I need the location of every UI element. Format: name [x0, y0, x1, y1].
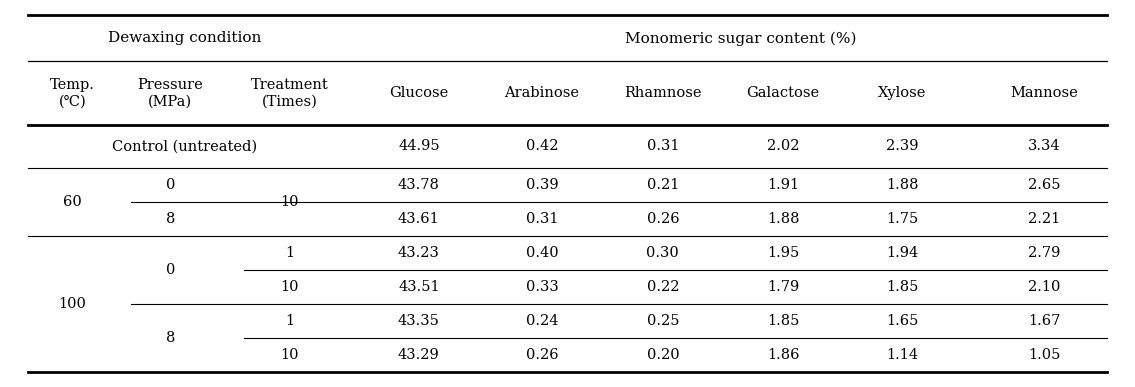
- Text: Treatment
(Times): Treatment (Times): [251, 78, 328, 108]
- Text: 100: 100: [59, 296, 86, 310]
- Text: 3.34: 3.34: [1028, 139, 1060, 153]
- Text: 0.31: 0.31: [526, 212, 558, 226]
- Text: 10: 10: [280, 279, 299, 294]
- Text: 1.88: 1.88: [886, 178, 918, 192]
- Text: 1.85: 1.85: [886, 279, 918, 294]
- Text: Galactose: Galactose: [747, 86, 819, 100]
- Text: 1.95: 1.95: [767, 245, 799, 260]
- Text: 10: 10: [280, 348, 299, 361]
- Text: Control (untreated): Control (untreated): [112, 139, 257, 153]
- Text: Rhamnose: Rhamnose: [624, 86, 701, 100]
- Text: 1.79: 1.79: [767, 279, 799, 294]
- Text: Monomeric sugar content (%): Monomeric sugar content (%): [625, 31, 856, 46]
- Text: 1.75: 1.75: [886, 212, 918, 226]
- Text: 0.26: 0.26: [526, 348, 558, 361]
- Text: 0.40: 0.40: [526, 245, 558, 260]
- Text: Mannose: Mannose: [1010, 86, 1078, 100]
- Text: Glucose: Glucose: [389, 86, 448, 100]
- Text: 0: 0: [166, 262, 175, 277]
- Text: 2.10: 2.10: [1028, 279, 1060, 294]
- Text: 1.67: 1.67: [1028, 313, 1060, 327]
- Text: 0.31: 0.31: [647, 139, 679, 153]
- Text: 8: 8: [166, 330, 175, 344]
- Text: Dewaxing condition: Dewaxing condition: [108, 31, 261, 45]
- Text: 10: 10: [280, 195, 299, 209]
- Text: 60: 60: [64, 195, 82, 209]
- Text: Xylose: Xylose: [878, 86, 926, 100]
- Text: 1: 1: [285, 245, 294, 260]
- Text: 43.35: 43.35: [398, 313, 439, 327]
- Text: 43.23: 43.23: [398, 245, 439, 260]
- Text: 1.05: 1.05: [1028, 348, 1060, 361]
- Text: 0.20: 0.20: [647, 348, 679, 361]
- Text: 0.33: 0.33: [526, 279, 558, 294]
- Text: 1: 1: [285, 313, 294, 327]
- Text: 1.91: 1.91: [767, 178, 799, 192]
- Text: 44.95: 44.95: [398, 139, 439, 153]
- Text: Temp.
(℃): Temp. (℃): [50, 78, 95, 108]
- Text: 0.30: 0.30: [647, 245, 679, 260]
- Text: 0.24: 0.24: [526, 313, 558, 327]
- Text: 2.39: 2.39: [886, 139, 918, 153]
- Text: 0.25: 0.25: [647, 313, 679, 327]
- Text: 2.02: 2.02: [767, 139, 799, 153]
- Text: 0: 0: [166, 178, 175, 192]
- Text: Arabinose: Arabinose: [504, 86, 580, 100]
- Text: 1.88: 1.88: [767, 212, 799, 226]
- Text: 2.65: 2.65: [1028, 178, 1060, 192]
- Text: 43.51: 43.51: [398, 279, 439, 294]
- Text: 8: 8: [166, 212, 175, 226]
- Text: 1.14: 1.14: [886, 348, 918, 361]
- Text: 1.85: 1.85: [767, 313, 799, 327]
- Text: 1.86: 1.86: [767, 348, 799, 361]
- Text: Pressure
(MPa): Pressure (MPa): [137, 78, 203, 108]
- Text: 2.79: 2.79: [1028, 245, 1060, 260]
- Text: 1.65: 1.65: [886, 313, 918, 327]
- Text: 43.29: 43.29: [398, 348, 439, 361]
- Text: 0.22: 0.22: [647, 279, 679, 294]
- Text: 1.94: 1.94: [886, 245, 918, 260]
- Text: 0.21: 0.21: [647, 178, 679, 192]
- Text: 43.61: 43.61: [398, 212, 439, 226]
- Text: 43.78: 43.78: [398, 178, 439, 192]
- Text: 0.42: 0.42: [526, 139, 558, 153]
- Text: 0.26: 0.26: [647, 212, 679, 226]
- Text: 0.39: 0.39: [526, 178, 558, 192]
- Text: 2.21: 2.21: [1028, 212, 1060, 226]
